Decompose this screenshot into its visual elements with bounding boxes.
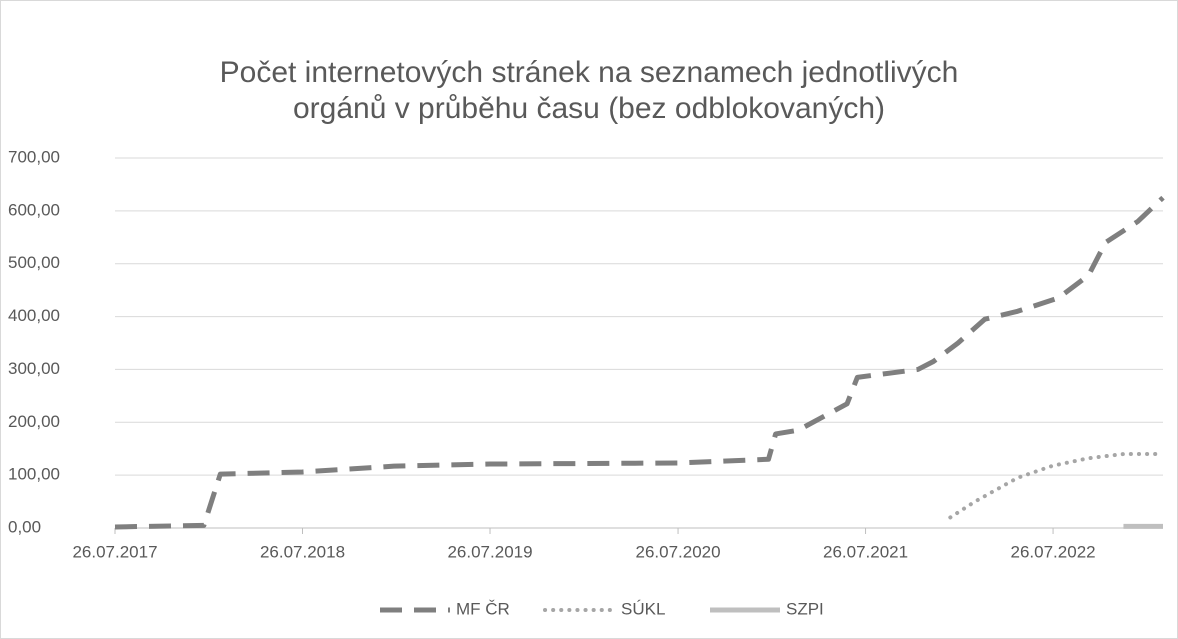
y-tick-label: 600,00	[8, 200, 60, 219]
y-tick-label: 500,00	[8, 253, 60, 272]
legend-label: MF ČR	[456, 599, 510, 618]
x-tick-label: 26.07.2022	[1011, 542, 1096, 561]
series-line	[948, 452, 1165, 520]
x-tick-label: 26.07.2017	[72, 542, 157, 561]
x-tick-label: 26.07.2019	[447, 542, 532, 561]
chart-title: orgánů v průběhu času (bez odblokovaných…	[293, 92, 885, 125]
series-line	[114, 195, 1165, 530]
x-tick-label: 26.07.2021	[823, 542, 908, 561]
y-tick-label: 300,00	[8, 359, 60, 378]
legend-label: SZPI	[786, 599, 824, 618]
chart-title: Počet internetových stránek na seznamech…	[220, 56, 959, 89]
y-tick-label: 200,00	[8, 412, 60, 431]
x-tick-label: 26.07.2018	[260, 542, 345, 561]
x-tick-label: 26.07.2020	[635, 542, 720, 561]
y-tick-label: 100,00	[8, 465, 60, 484]
y-tick-label: 400,00	[8, 306, 60, 325]
legend-label: SÚKL	[621, 599, 665, 618]
y-tick-label: 700,00	[8, 147, 60, 166]
y-tick-label: 0,00	[8, 517, 41, 536]
